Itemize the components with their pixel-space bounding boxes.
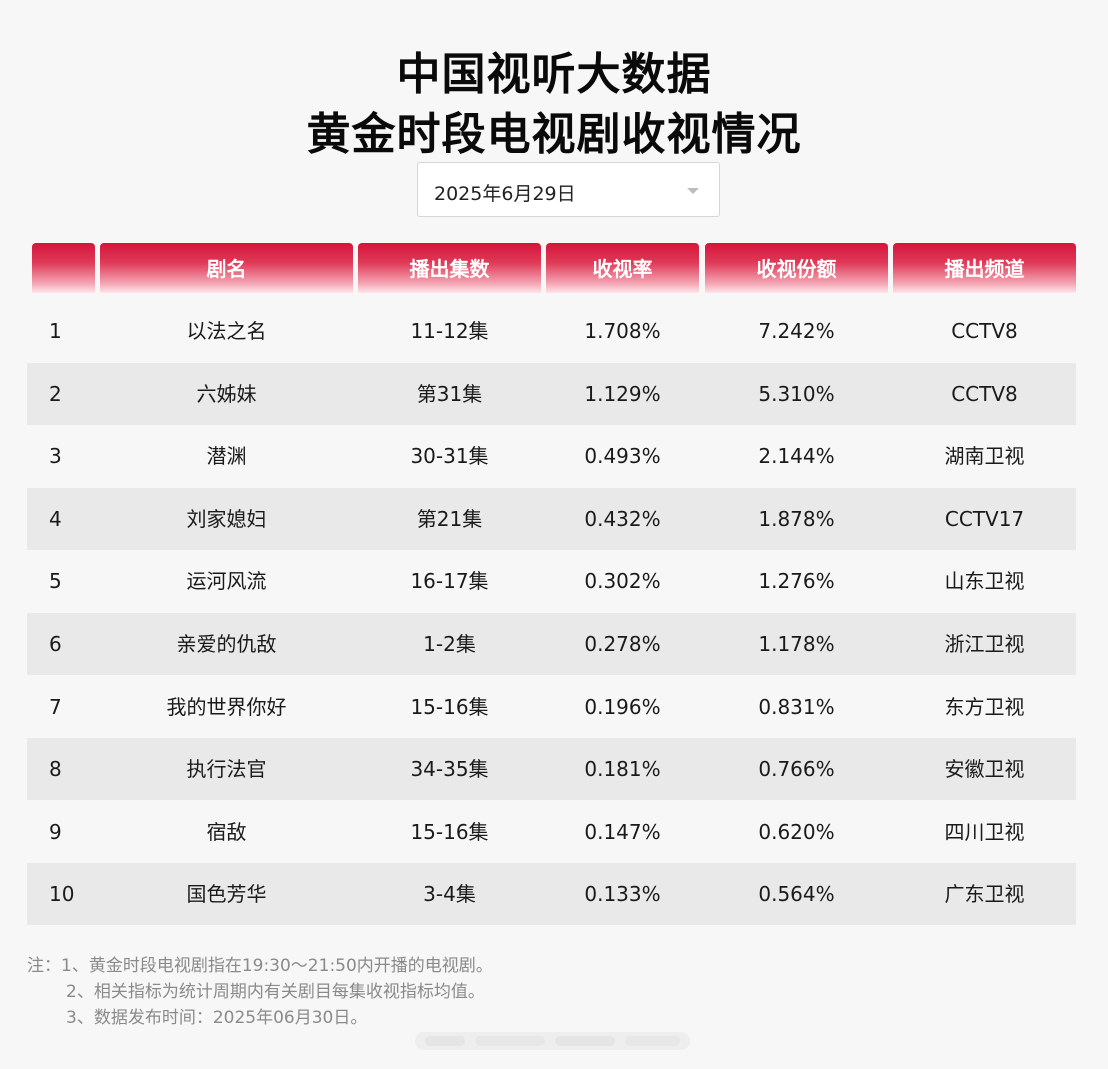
date-select[interactable]: 2025年6月29日 [417,162,720,217]
cell-channel: CCTV17 [944,507,1025,531]
footnote-2: 2、相关指标为统计周期内有关剧目每集收视指标均值。 [66,982,485,1002]
footnote-3: 3、数据发布时间：2025年06月30日。 [66,1008,368,1028]
cell-name: 潜渊 [206,444,247,468]
cell-channel: 广东卫视 [944,882,1025,906]
page-subtitle: 黄金时段电视剧收视情况 [306,109,802,160]
cell-episodes: 34-35集 [410,757,489,781]
cell-name: 国色芳华 [186,882,267,906]
cell-episodes: 15-16集 [410,820,489,844]
cell-rating: 0.196% [584,695,661,719]
cell-channel: 山东卫视 [944,569,1025,593]
cell-episodes: 15-16集 [410,695,489,719]
cell-channel: 湖南卫视 [944,444,1025,468]
table-row: 9 宿敌 15-16集 0.147% 0.620% 四川卫视 [27,801,1076,863]
cell-share: 7.242% [758,319,835,343]
table-row: 5 运河风流 16-17集 0.302% 1.276% 山东卫视 [27,550,1076,612]
header-rank [32,243,95,293]
cell-name: 刘家媳妇 [186,507,267,531]
cell-share: 0.831% [758,695,835,719]
footnotes: 注：1、黄金时段电视剧指在19:30～21:50内开播的电视剧。 2、相关指标为… [27,953,493,1031]
table-row: 7 我的世界你好 15-16集 0.196% 0.831% 东方卫视 [27,676,1076,738]
cell-rank: 4 [49,507,62,531]
cell-episodes: 16-17集 [410,569,489,593]
cell-rating: 1.708% [584,319,661,343]
cell-share: 1.878% [758,507,835,531]
cell-rating: 1.129% [584,382,661,406]
cell-rating: 0.181% [584,757,661,781]
cell-name: 运河风流 [186,569,267,593]
cell-share: 5.310% [758,382,835,406]
cell-share: 1.178% [758,632,835,656]
chevron-down-icon[interactable] [687,188,699,194]
cell-rank: 8 [49,757,62,781]
cell-rank: 9 [49,820,62,844]
cell-name: 亲爱的仇敌 [176,632,277,656]
header-name: 剧名 [100,243,353,293]
cell-episodes: 1-2集 [423,632,476,656]
cell-rank: 3 [49,444,62,468]
header-share: 收视份额 [705,243,888,293]
table-row: 4 刘家媳妇 第21集 0.432% 1.878% CCTV17 [27,488,1076,550]
cell-share: 2.144% [758,444,835,468]
table-row: 2 六姊妹 第31集 1.129% 5.310% CCTV8 [27,363,1076,425]
cell-name: 六姊妹 [196,382,257,406]
cell-rank: 1 [49,319,62,343]
table-row: 6 亲爱的仇敌 1-2集 0.278% 1.178% 浙江卫视 [27,613,1076,675]
cell-rank: 2 [49,382,62,406]
table-row: 10 国色芳华 3-4集 0.133% 0.564% 广东卫视 [27,863,1076,925]
cell-channel: CCTV8 [951,382,1018,406]
cell-rating: 0.147% [584,820,661,844]
cell-episodes: 第31集 [416,382,483,406]
cell-rating: 0.278% [584,632,661,656]
cell-rank: 10 [49,882,75,906]
watermark-logo [415,1032,690,1050]
cell-share: 0.564% [758,882,835,906]
table-row: 3 潜渊 30-31集 0.493% 2.144% 湖南卫视 [27,425,1076,487]
date-select-value: 2025年6月29日 [434,183,576,205]
header-channel: 播出频道 [893,243,1076,293]
cell-episodes: 第21集 [416,507,483,531]
cell-channel: 浙江卫视 [944,632,1025,656]
cell-episodes: 30-31集 [410,444,489,468]
cell-share: 0.620% [758,820,835,844]
cell-rank: 6 [49,632,62,656]
cell-share: 0.766% [758,757,835,781]
page-title: 中国视听大数据 [396,49,712,100]
cell-channel: 东方卫视 [944,695,1025,719]
cell-episodes: 11-12集 [410,319,489,343]
cell-channel: 安徽卫视 [944,757,1025,781]
cell-rank: 7 [49,695,62,719]
cell-rating: 0.493% [584,444,661,468]
footnote-1: 注：1、黄金时段电视剧指在19:30～21:50内开播的电视剧。 [27,956,493,976]
cell-rating: 0.133% [584,882,661,906]
cell-rating: 0.432% [584,507,661,531]
cell-rank: 5 [49,569,62,593]
cell-channel: CCTV8 [951,319,1018,343]
table-row: 8 执行法官 34-35集 0.181% 0.766% 安徽卫视 [27,738,1076,800]
cell-channel: 四川卫视 [944,820,1025,844]
table-row: 1 以法之名 11-12集 1.708% 7.242% CCTV8 [27,300,1076,362]
cell-name: 我的世界你好 [166,695,287,719]
cell-name: 执行法官 [186,757,267,781]
cell-share: 1.276% [758,569,835,593]
cell-episodes: 3-4集 [423,882,476,906]
cell-rating: 0.302% [584,569,661,593]
header-episodes: 播出集数 [358,243,541,293]
cell-name: 以法之名 [186,319,267,343]
cell-name: 宿敌 [206,820,247,844]
header-rating: 收视率 [546,243,699,293]
